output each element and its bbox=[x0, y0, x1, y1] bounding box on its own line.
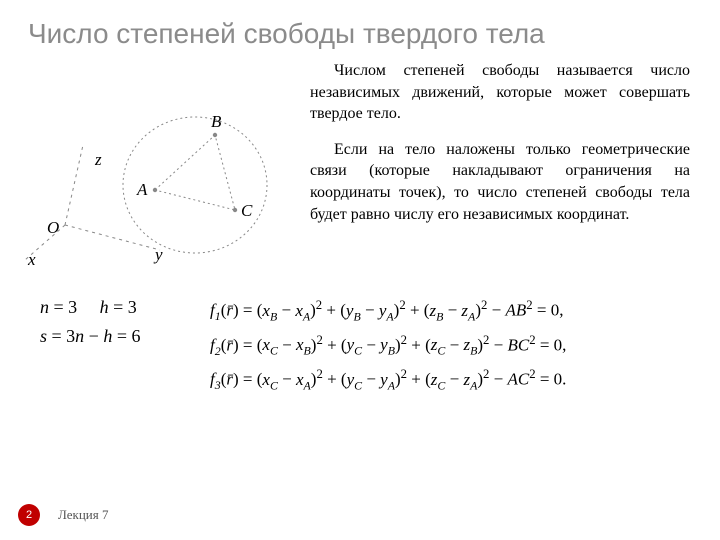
diagram-column: Oz x y A B C bbox=[10, 60, 310, 285]
math-right: f1(r̄) = (xB − xA)2 + (yB − yA)2 + (zB −… bbox=[210, 293, 566, 397]
eq-f2: f2(r̄) = (xC − xB)2 + (yC − yB)2 + (zC −… bbox=[210, 328, 566, 363]
svg-text:y: y bbox=[153, 245, 163, 264]
math-left: n = 3 h = 3 s = 3n − h = 6 bbox=[40, 293, 180, 351]
paragraph-2: Если на тело наложены только геометричес… bbox=[310, 139, 690, 225]
slide-title: Число степеней свободы твердого тела bbox=[0, 0, 720, 50]
svg-text:B: B bbox=[211, 112, 222, 131]
paragraph-1: Числом степеней свободы называется число… bbox=[310, 60, 690, 125]
svg-text:x: x bbox=[27, 250, 36, 269]
rigid-body-diagram: Oz x y A B C bbox=[10, 60, 310, 280]
svg-text:z: z bbox=[94, 150, 102, 169]
svg-text:A: A bbox=[136, 180, 148, 199]
page-number-badge: 2 bbox=[18, 504, 40, 526]
eq-f3: f3(r̄) = (xC − xA)2 + (yC − yA)2 + (zC −… bbox=[210, 362, 566, 397]
lecture-label: Лекция 7 bbox=[58, 507, 108, 523]
eq-s: s = 3n − h = 6 bbox=[40, 322, 180, 351]
footer: 2 Лекция 7 bbox=[18, 504, 108, 526]
eq-n-h: n = 3 h = 3 bbox=[40, 293, 180, 322]
text-column: Числом степеней свободы называется число… bbox=[310, 60, 690, 285]
svg-text:C: C bbox=[241, 201, 253, 220]
svg-text:O: O bbox=[47, 218, 59, 237]
eq-f1: f1(r̄) = (xB − xA)2 + (yB − yA)2 + (zB −… bbox=[210, 293, 566, 328]
math-row: n = 3 h = 3 s = 3n − h = 6 f1(r̄) = (xB … bbox=[0, 285, 720, 397]
content-row: Oz x y A B C Числом степеней свободы называет… bbox=[0, 50, 720, 285]
